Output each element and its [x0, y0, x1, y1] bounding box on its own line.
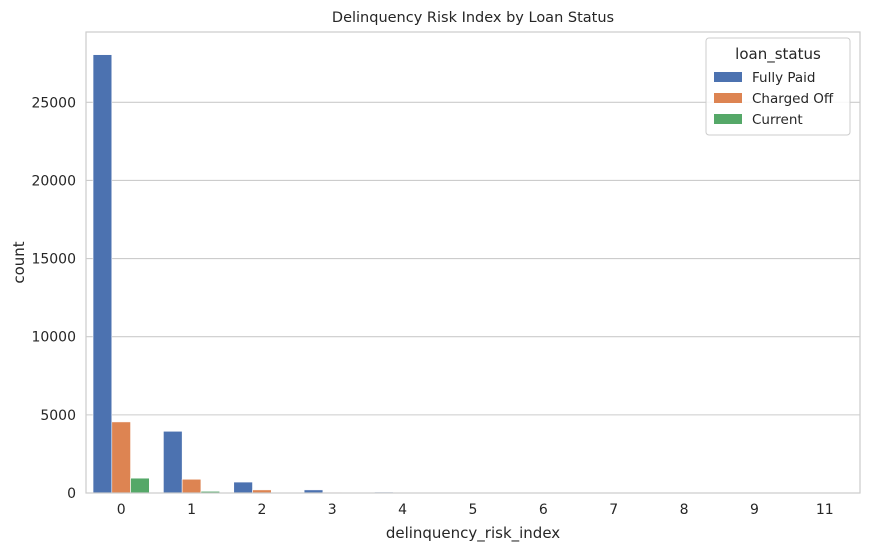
x-tick-label: 5 — [469, 502, 478, 518]
y-tick-label: 25000 — [31, 95, 76, 111]
y-tick-label: 20000 — [31, 173, 76, 189]
x-axis: 0 1 2 3 4 5 6 7 8 9 11 — [117, 502, 834, 518]
y-tick-label: 15000 — [31, 252, 76, 268]
legend-item-label: Current — [752, 112, 803, 128]
bar — [111, 421, 131, 494]
bar — [163, 430, 183, 494]
bar — [233, 481, 253, 494]
x-tick-label: 6 — [539, 502, 548, 518]
y-axis: 0 5000 10000 15000 20000 25000 — [31, 95, 76, 502]
x-tick-label: 4 — [398, 502, 407, 518]
x-tick-label: 0 — [117, 502, 126, 518]
x-tick-label: 11 — [816, 502, 834, 518]
plot-frame — [85, 31, 861, 494]
legend-items: Fully Paid Charged Off Current — [714, 70, 834, 128]
y-axis-label: count — [10, 241, 28, 283]
grid-layer — [86, 101, 860, 494]
legend: loan_status Fully Paid Charged Off Current — [705, 37, 851, 136]
x-tick-label: 9 — [750, 502, 759, 518]
bar — [181, 478, 202, 494]
chart-title: Delinquency Risk Index by Loan Status — [332, 10, 614, 26]
y-tick-label: 5000 — [40, 408, 76, 424]
bar — [92, 54, 113, 494]
legend-swatch — [714, 114, 742, 124]
x-tick-label: 1 — [187, 502, 196, 518]
legend-title: loan_status — [735, 45, 821, 64]
x-tick-label: 3 — [328, 502, 337, 518]
x-axis-label: delinquency_risk_index — [386, 524, 560, 543]
legend-item-label: Fully Paid — [752, 70, 816, 86]
legend-swatch — [714, 72, 742, 82]
bar — [130, 477, 150, 494]
y-tick-label: 10000 — [31, 330, 76, 346]
legend-box — [705, 37, 851, 136]
legend-swatch — [714, 93, 742, 103]
x-tick-label: 7 — [609, 502, 618, 518]
x-tick-label: 2 — [257, 502, 266, 518]
legend-item-label: Charged Off — [752, 91, 834, 107]
x-tick-label: 8 — [680, 502, 689, 518]
y-tick-label: 0 — [67, 486, 76, 502]
